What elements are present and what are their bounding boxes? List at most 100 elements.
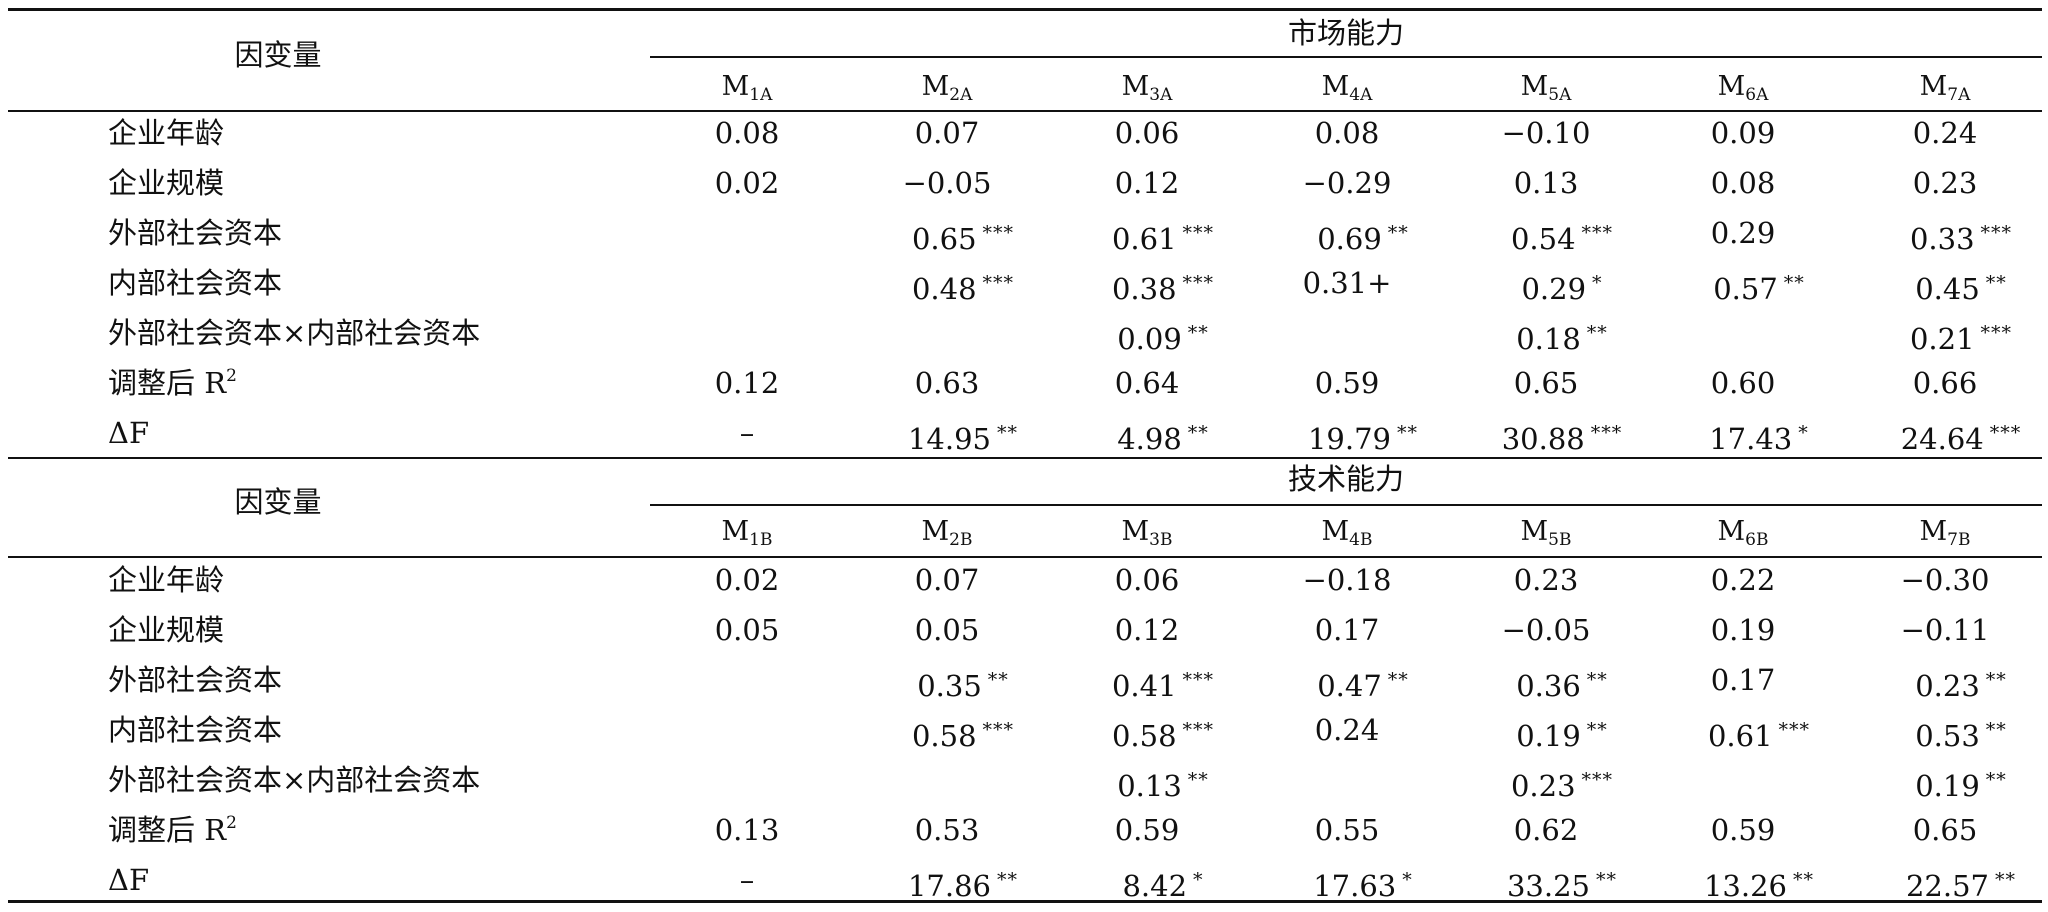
model-base: M — [1321, 516, 1350, 547]
row-label-text: 外部社会资本 — [108, 663, 283, 697]
top-rule — [8, 8, 2042, 11]
table-cell: 0.23 *** — [1511, 763, 1613, 803]
table-cell: 0.19 ** — [1516, 713, 1608, 753]
row-label: 调整后 R2 — [108, 366, 237, 400]
table-cell: 0.58 *** — [912, 713, 1014, 753]
cell-value: 0.60 — [1710, 366, 1776, 400]
cell-value: 0.31+ — [1302, 266, 1392, 300]
significance-stars: * — [1193, 869, 1204, 891]
cell-value: −0.18 — [1302, 563, 1392, 597]
model-base: M — [1919, 71, 1948, 102]
table-cell: −0.30 — [1901, 563, 1990, 597]
row-label: 企业规模 — [108, 613, 224, 647]
cell-value: 0.09 — [1710, 116, 1776, 150]
model-base: M — [1520, 516, 1549, 547]
table-cell: −0.05 — [1502, 613, 1591, 647]
cell-value: 0.19 — [1915, 769, 1980, 803]
cell-value: 0.64 — [1114, 366, 1180, 400]
cell-value: −0.05 — [1501, 613, 1591, 647]
cell-value: 0.17 — [1314, 613, 1380, 647]
significance-stars: ** — [987, 669, 1009, 691]
table-cell: 0.59 — [1115, 813, 1180, 847]
table-cell: 17.86 ** — [908, 863, 1018, 903]
table-cell: 0.22 — [1711, 563, 1776, 597]
table-cell: 0.48 *** — [912, 266, 1014, 306]
significance-stars: *** — [982, 272, 1015, 294]
table-cell: 0.65 — [1913, 813, 1978, 847]
group-title: 技术能力 — [1287, 462, 1405, 496]
model-base: M — [921, 516, 950, 547]
cell-value: 0.69 — [1317, 222, 1382, 256]
cell-value: 0.58 — [1111, 719, 1177, 753]
model-header: M1A — [722, 70, 773, 104]
significance-stars: ** — [1995, 869, 2017, 891]
model-header: M3B — [1122, 515, 1173, 549]
row-label: ΔF — [108, 863, 149, 897]
row-label-text: 外部社会资本×内部社会资本 — [108, 316, 481, 350]
table-cell: 0.65 *** — [912, 216, 1014, 256]
cell-value: 0.29 — [1710, 216, 1776, 250]
table-cell: 0.53 ** — [1915, 713, 2007, 753]
table-cell: 0.41 *** — [1112, 663, 1214, 703]
cell-value: 0.13 — [1117, 769, 1182, 803]
row-label-text: 调整后 R — [108, 366, 227, 400]
model-header: M5B — [1521, 515, 1572, 549]
row-label-text: 内部社会资本 — [108, 266, 283, 300]
cell-value: −0.10 — [1501, 116, 1591, 150]
cell-value: 0.12 — [714, 366, 780, 400]
model-subscript: 7A — [1947, 85, 1971, 105]
table-cell: 0.13 ** — [1117, 763, 1209, 803]
row-label: 调整后 R2 — [108, 813, 237, 847]
model-header: M6B — [1718, 515, 1769, 549]
table-cell: 0.12 — [715, 366, 780, 400]
cell-value: 0.48 — [911, 272, 977, 306]
table-cell: 0.21 *** — [1910, 316, 2012, 356]
significance-stars: ** — [1586, 322, 1608, 344]
table-cell: 0.09 ** — [1117, 316, 1209, 356]
cell-value: 0.54 — [1510, 222, 1576, 256]
table-cell: 0.63 — [915, 366, 980, 400]
row-label: 企业年龄 — [108, 563, 224, 597]
model-header: M1B — [722, 515, 773, 549]
row-label: 内部社会资本 — [108, 713, 282, 747]
cell-value: 17.43 — [1709, 422, 1793, 456]
table-cell: 0.60 — [1711, 366, 1776, 400]
table-cell: 0.05 — [915, 613, 980, 647]
table-cell: −0.11 — [1901, 613, 1990, 647]
row-label-text: 外部社会资本×内部社会资本 — [108, 763, 481, 797]
cell-value: 0.36 — [1516, 669, 1581, 703]
significance-stars: ** — [1387, 222, 1409, 244]
significance-stars: ** — [1783, 272, 1805, 294]
cell-value: 0.41 — [1111, 669, 1177, 703]
cell-value: 0.65 — [1912, 813, 1978, 847]
dependent-variable-label: 因变量 — [234, 38, 322, 72]
table-cell: 0.07 — [915, 563, 980, 597]
significance-stars: ** — [1387, 669, 1409, 691]
model-subscript: 7B — [1947, 530, 1971, 550]
cell-value: 0.23 — [1510, 769, 1576, 803]
model-subscript: 2B — [949, 530, 973, 550]
table-cell: – — [740, 863, 755, 897]
cell-value: 0.35 — [917, 669, 982, 703]
table-cell: 0.23 — [1514, 563, 1579, 597]
cell-value: −0.11 — [1900, 613, 1990, 647]
table-cell: 0.06 — [1115, 116, 1180, 150]
table-cell: 30.88 *** — [1502, 416, 1623, 456]
model-base: M — [1520, 71, 1549, 102]
cell-value: 0.06 — [1114, 116, 1180, 150]
row-label-superscript: 2 — [226, 366, 237, 386]
model-header: M2B — [922, 515, 973, 549]
row-label-text: 企业规模 — [108, 166, 225, 200]
cell-value: 0.57 — [1713, 272, 1778, 306]
cell-value: 0.47 — [1317, 669, 1382, 703]
table-cell: 0.17 — [1315, 613, 1380, 647]
row-label-text: 企业年龄 — [108, 563, 225, 597]
cell-value: 24.64 — [1900, 422, 1984, 456]
significance-stars: ** — [997, 869, 1019, 891]
cell-value: −0.29 — [1302, 166, 1392, 200]
significance-stars: *** — [1581, 769, 1614, 791]
row-label: 企业规模 — [108, 166, 224, 200]
cell-value: 0.33 — [1909, 222, 1975, 256]
model-header: M2A — [922, 70, 973, 104]
cell-value: 0.08 — [1710, 166, 1776, 200]
